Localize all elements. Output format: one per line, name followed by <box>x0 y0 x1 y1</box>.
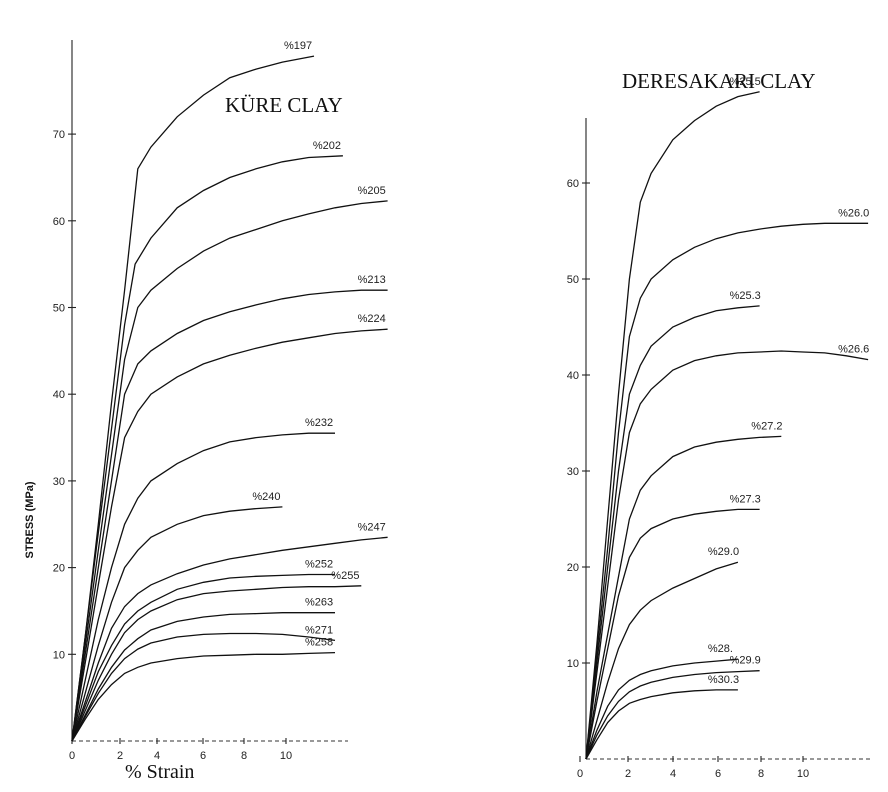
y-tick-label: 50 <box>53 303 65 315</box>
series-line-29-0 <box>585 561 739 760</box>
x-tick-label: 10 <box>280 750 292 762</box>
y-tick-label: 50 <box>567 274 579 286</box>
series-label-258: %258 <box>305 637 333 649</box>
series-line-29-9 <box>585 670 760 760</box>
series-line-202 <box>71 155 343 742</box>
series-label-224: %224 <box>358 313 386 325</box>
y-tick-label: 60 <box>567 178 579 190</box>
series-label-271: %271 <box>305 624 333 636</box>
chart-title: KÜRE CLAY <box>225 93 343 117</box>
series-label-263: %263 <box>305 597 333 609</box>
series-line-25-5 <box>585 91 760 760</box>
series-line-205 <box>71 200 388 742</box>
series-line-26-0 <box>585 222 869 760</box>
y-tick-label: 40 <box>53 389 65 401</box>
y-tick-label: 20 <box>567 562 579 574</box>
series-label-26-0: %26.0 <box>838 207 869 219</box>
series-line-197 <box>71 55 315 742</box>
x-tick-label: 6 <box>715 768 721 780</box>
series-label-27-3: %27.3 <box>730 493 761 505</box>
x-tick-label: 2 <box>625 768 631 780</box>
y-tick-label: 30 <box>567 466 579 478</box>
series-label-205: %205 <box>358 185 386 197</box>
series-line-263 <box>71 612 335 742</box>
series-label-30-3: %30.3 <box>708 674 739 686</box>
series-label-232: %232 <box>305 417 333 429</box>
series-line-27-2 <box>585 435 782 760</box>
y-tick-label: 70 <box>53 129 65 141</box>
series-line-25-3 <box>585 305 760 760</box>
y-tick-label: 30 <box>53 476 65 488</box>
series-line-28 <box>585 658 738 760</box>
y-tick-label: 40 <box>567 370 579 382</box>
series-label-255: %255 <box>331 570 359 582</box>
series-label-25-3: %25.3 <box>730 290 761 302</box>
series-label-252: %252 <box>305 559 333 571</box>
x-tick-label: 6 <box>200 750 206 762</box>
series-label-240: %240 <box>252 491 280 503</box>
series-line-252 <box>71 573 335 742</box>
series-label-29-0: %29.0 <box>708 546 739 558</box>
series-line-26-6 <box>585 350 869 760</box>
chart-title: DERESAKARI CLAY <box>622 69 816 93</box>
series-label-213: %213 <box>358 274 386 286</box>
series-line-271 <box>71 632 336 742</box>
series-line-232 <box>71 432 335 742</box>
series-line-247 <box>71 536 388 742</box>
series-line-258 <box>71 651 336 742</box>
series-line-255 <box>71 585 362 742</box>
series-label-27-2: %27.2 <box>751 420 782 432</box>
series-line-27-3 <box>585 508 760 760</box>
y-axis-label: STRESS (MPa) <box>24 481 36 558</box>
series-label-25-5: %25.5 <box>730 76 761 88</box>
x-tick-label: 8 <box>241 750 247 762</box>
x-tick-label: 4 <box>154 750 160 762</box>
series-label-29-9: %29.9 <box>730 655 761 667</box>
x-tick-label: 4 <box>670 768 676 780</box>
y-tick-label: 10 <box>567 658 579 670</box>
series-label-202: %202 <box>313 140 341 152</box>
x-tick-label: 10 <box>797 768 809 780</box>
x-tick-label: 8 <box>758 768 764 780</box>
series-line-213 <box>71 289 388 742</box>
series-line-224 <box>71 328 388 742</box>
series-label-197: %197 <box>284 40 312 52</box>
y-tick-label: 20 <box>53 563 65 575</box>
series-label-247: %247 <box>358 521 386 533</box>
x-tick-label: 2 <box>117 750 123 762</box>
series-line-240 <box>71 506 283 742</box>
y-tick-label: 60 <box>53 216 65 228</box>
series-label-28: %28. <box>708 643 733 655</box>
x-axis-label: % Strain <box>125 761 194 783</box>
x-tick-label: 0 <box>69 750 75 762</box>
series-line-30-3 <box>585 689 738 760</box>
y-tick-label: 10 <box>53 649 65 661</box>
x-tick-label: 0 <box>577 768 583 780</box>
chart-panel-2: DERESAKARI CLAY 10 20 30 40 50 60 0 2 4 6 8 10 %25.5%… <box>567 69 870 780</box>
series-label-26-6: %26.6 <box>838 344 869 356</box>
